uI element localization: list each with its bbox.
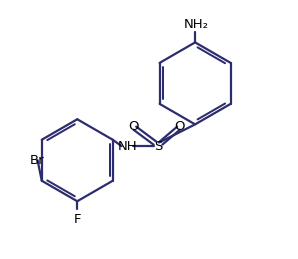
Text: NH₂: NH₂ <box>184 18 209 31</box>
Text: S: S <box>154 140 162 153</box>
Text: O: O <box>175 120 185 133</box>
Text: O: O <box>128 120 139 133</box>
Text: Br: Br <box>30 154 44 167</box>
Text: NH: NH <box>117 140 137 153</box>
Text: F: F <box>74 213 81 226</box>
